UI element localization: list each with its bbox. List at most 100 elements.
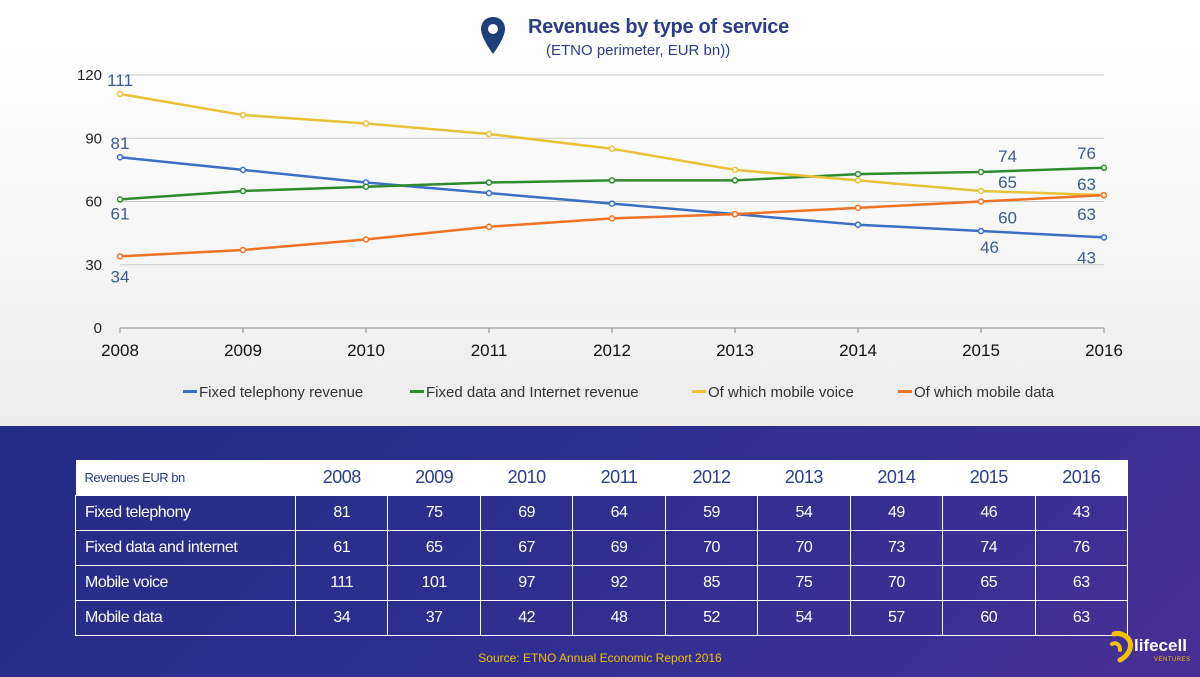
- legend-label: Fixed data and Internet revenue: [426, 384, 639, 401]
- table-cell: 70: [849, 565, 944, 601]
- table-cell: 64: [572, 495, 666, 531]
- series-line: [119, 155, 1105, 239]
- table-cell: 69: [479, 495, 574, 531]
- table-header-year: 2012: [665, 460, 758, 496]
- data-point: [854, 221, 862, 228]
- chart-legend: Fixed telephony revenue Fixed data and In…: [0, 384, 1200, 404]
- table-cell: 54: [757, 495, 851, 531]
- data-point: [608, 215, 616, 222]
- data-point: [854, 170, 862, 178]
- revenue-table: Revenues EUR bn 2008 2009 2010 2011 2012 2013…: [75, 460, 1128, 636]
- legend-item: Fixed telephony revenue: [183, 384, 363, 401]
- data-label: 81: [111, 134, 130, 153]
- y-tick-label: 120: [77, 67, 102, 84]
- data-label: 43: [1077, 248, 1096, 267]
- table-header-year: 2014: [850, 460, 943, 496]
- table-cell: 85: [664, 565, 759, 601]
- table-header-label: Revenues EUR bn: [75, 460, 296, 496]
- data-point: [362, 236, 370, 243]
- table-cell: 67: [479, 530, 574, 566]
- y-tick-label: 0: [94, 320, 102, 337]
- logo-subtext: VENTURES: [1154, 657, 1191, 663]
- location-pin-icon: [481, 17, 505, 54]
- data-label: 61: [111, 204, 130, 223]
- data-point: [239, 187, 247, 195]
- data-label: 111: [107, 71, 133, 90]
- data-point: [977, 168, 985, 176]
- data-point: [854, 177, 862, 184]
- data-point: [362, 183, 370, 190]
- data-point: [239, 111, 247, 119]
- data-point: [362, 120, 370, 127]
- legend-label: Fixed telephony revenue: [199, 384, 364, 401]
- table-cell: 46: [942, 495, 1036, 531]
- data-point: [485, 130, 493, 138]
- table-cell: 74: [942, 530, 1036, 566]
- table-row-label: Mobile voice: [75, 565, 296, 601]
- data-point: [854, 204, 862, 212]
- lifecell-logo: lifecell VENTURES: [1108, 628, 1193, 668]
- x-tick-label: 2015: [962, 341, 1000, 360]
- table-row-label: Fixed data and internet: [75, 530, 296, 566]
- table-header-year: 2009: [387, 460, 481, 496]
- legend-label: Of which mobile data: [914, 384, 1055, 401]
- table-cell: 65: [942, 565, 1036, 601]
- data-label: 76: [1077, 144, 1096, 163]
- legend-item: Fixed data and Internet revenue: [410, 384, 639, 401]
- table-cell: 92: [572, 565, 666, 601]
- data-point: [608, 145, 616, 153]
- data-point: [116, 90, 124, 98]
- x-tick-label: 2016: [1085, 341, 1123, 360]
- table-cell: 34: [294, 600, 389, 636]
- data-point: [485, 223, 493, 231]
- table-cell: 48: [572, 600, 666, 636]
- table-cell: 61: [294, 530, 389, 566]
- legend-swatch: [410, 389, 424, 393]
- data-point: [1100, 164, 1108, 172]
- table-cell: 75: [757, 565, 851, 601]
- table-cell: 59: [664, 495, 759, 531]
- y-tick-label: 90: [85, 130, 102, 147]
- table-row: Mobile voice 111 101 97 92 85 75 70 65 63: [75, 565, 1128, 601]
- data-point: [608, 177, 616, 184]
- data-label: 34: [111, 267, 130, 286]
- table-cell: 111: [294, 565, 389, 601]
- table-row-label: Fixed telephony: [75, 495, 296, 531]
- table-cell: 65: [387, 530, 481, 566]
- x-tick-label: 2011: [471, 341, 508, 360]
- data-point: [977, 227, 985, 235]
- table-cell: 81: [294, 495, 389, 531]
- legend-item: Of which mobile voice: [692, 384, 854, 401]
- logo-wordmark: lifecell: [1134, 636, 1187, 655]
- table-header-year: 2015: [942, 460, 1035, 496]
- table-row-label: Mobile data: [75, 600, 296, 636]
- table-cell: 52: [664, 600, 759, 636]
- table-cell: 73: [849, 530, 944, 566]
- data-label: 65: [998, 173, 1017, 192]
- x-tick-label: 2010: [347, 341, 385, 360]
- data-point: [239, 246, 247, 254]
- table-cell: 70: [757, 530, 851, 566]
- legend-item: Of which mobile data: [898, 384, 1054, 401]
- data-point: [116, 153, 124, 161]
- table-cell: 37: [387, 600, 481, 636]
- legend-swatch: [692, 389, 706, 393]
- data-label: 74: [998, 147, 1017, 166]
- table-header-year: 2008: [295, 460, 388, 496]
- table-row: Mobile data 34 37 42 48 52 54 57 60 63: [75, 600, 1128, 636]
- data-label: 63: [1077, 175, 1096, 194]
- table-cell: 60: [942, 600, 1036, 636]
- data-point: [239, 166, 247, 174]
- table-cell: 42: [479, 600, 574, 636]
- chart-panel: [0, 0, 1200, 426]
- x-tick-label: 2013: [716, 341, 754, 360]
- table-cell: 43: [1034, 495, 1128, 531]
- table-cell: 70: [664, 530, 759, 566]
- x-tick-label: 2008: [101, 341, 139, 360]
- legend-label: Of which mobile voice: [708, 384, 854, 401]
- data-point: [608, 200, 616, 207]
- table-cell: 75: [387, 495, 481, 531]
- table-cell: 97: [479, 565, 574, 601]
- legend-swatch: [183, 389, 197, 393]
- table-cell: 54: [757, 600, 851, 636]
